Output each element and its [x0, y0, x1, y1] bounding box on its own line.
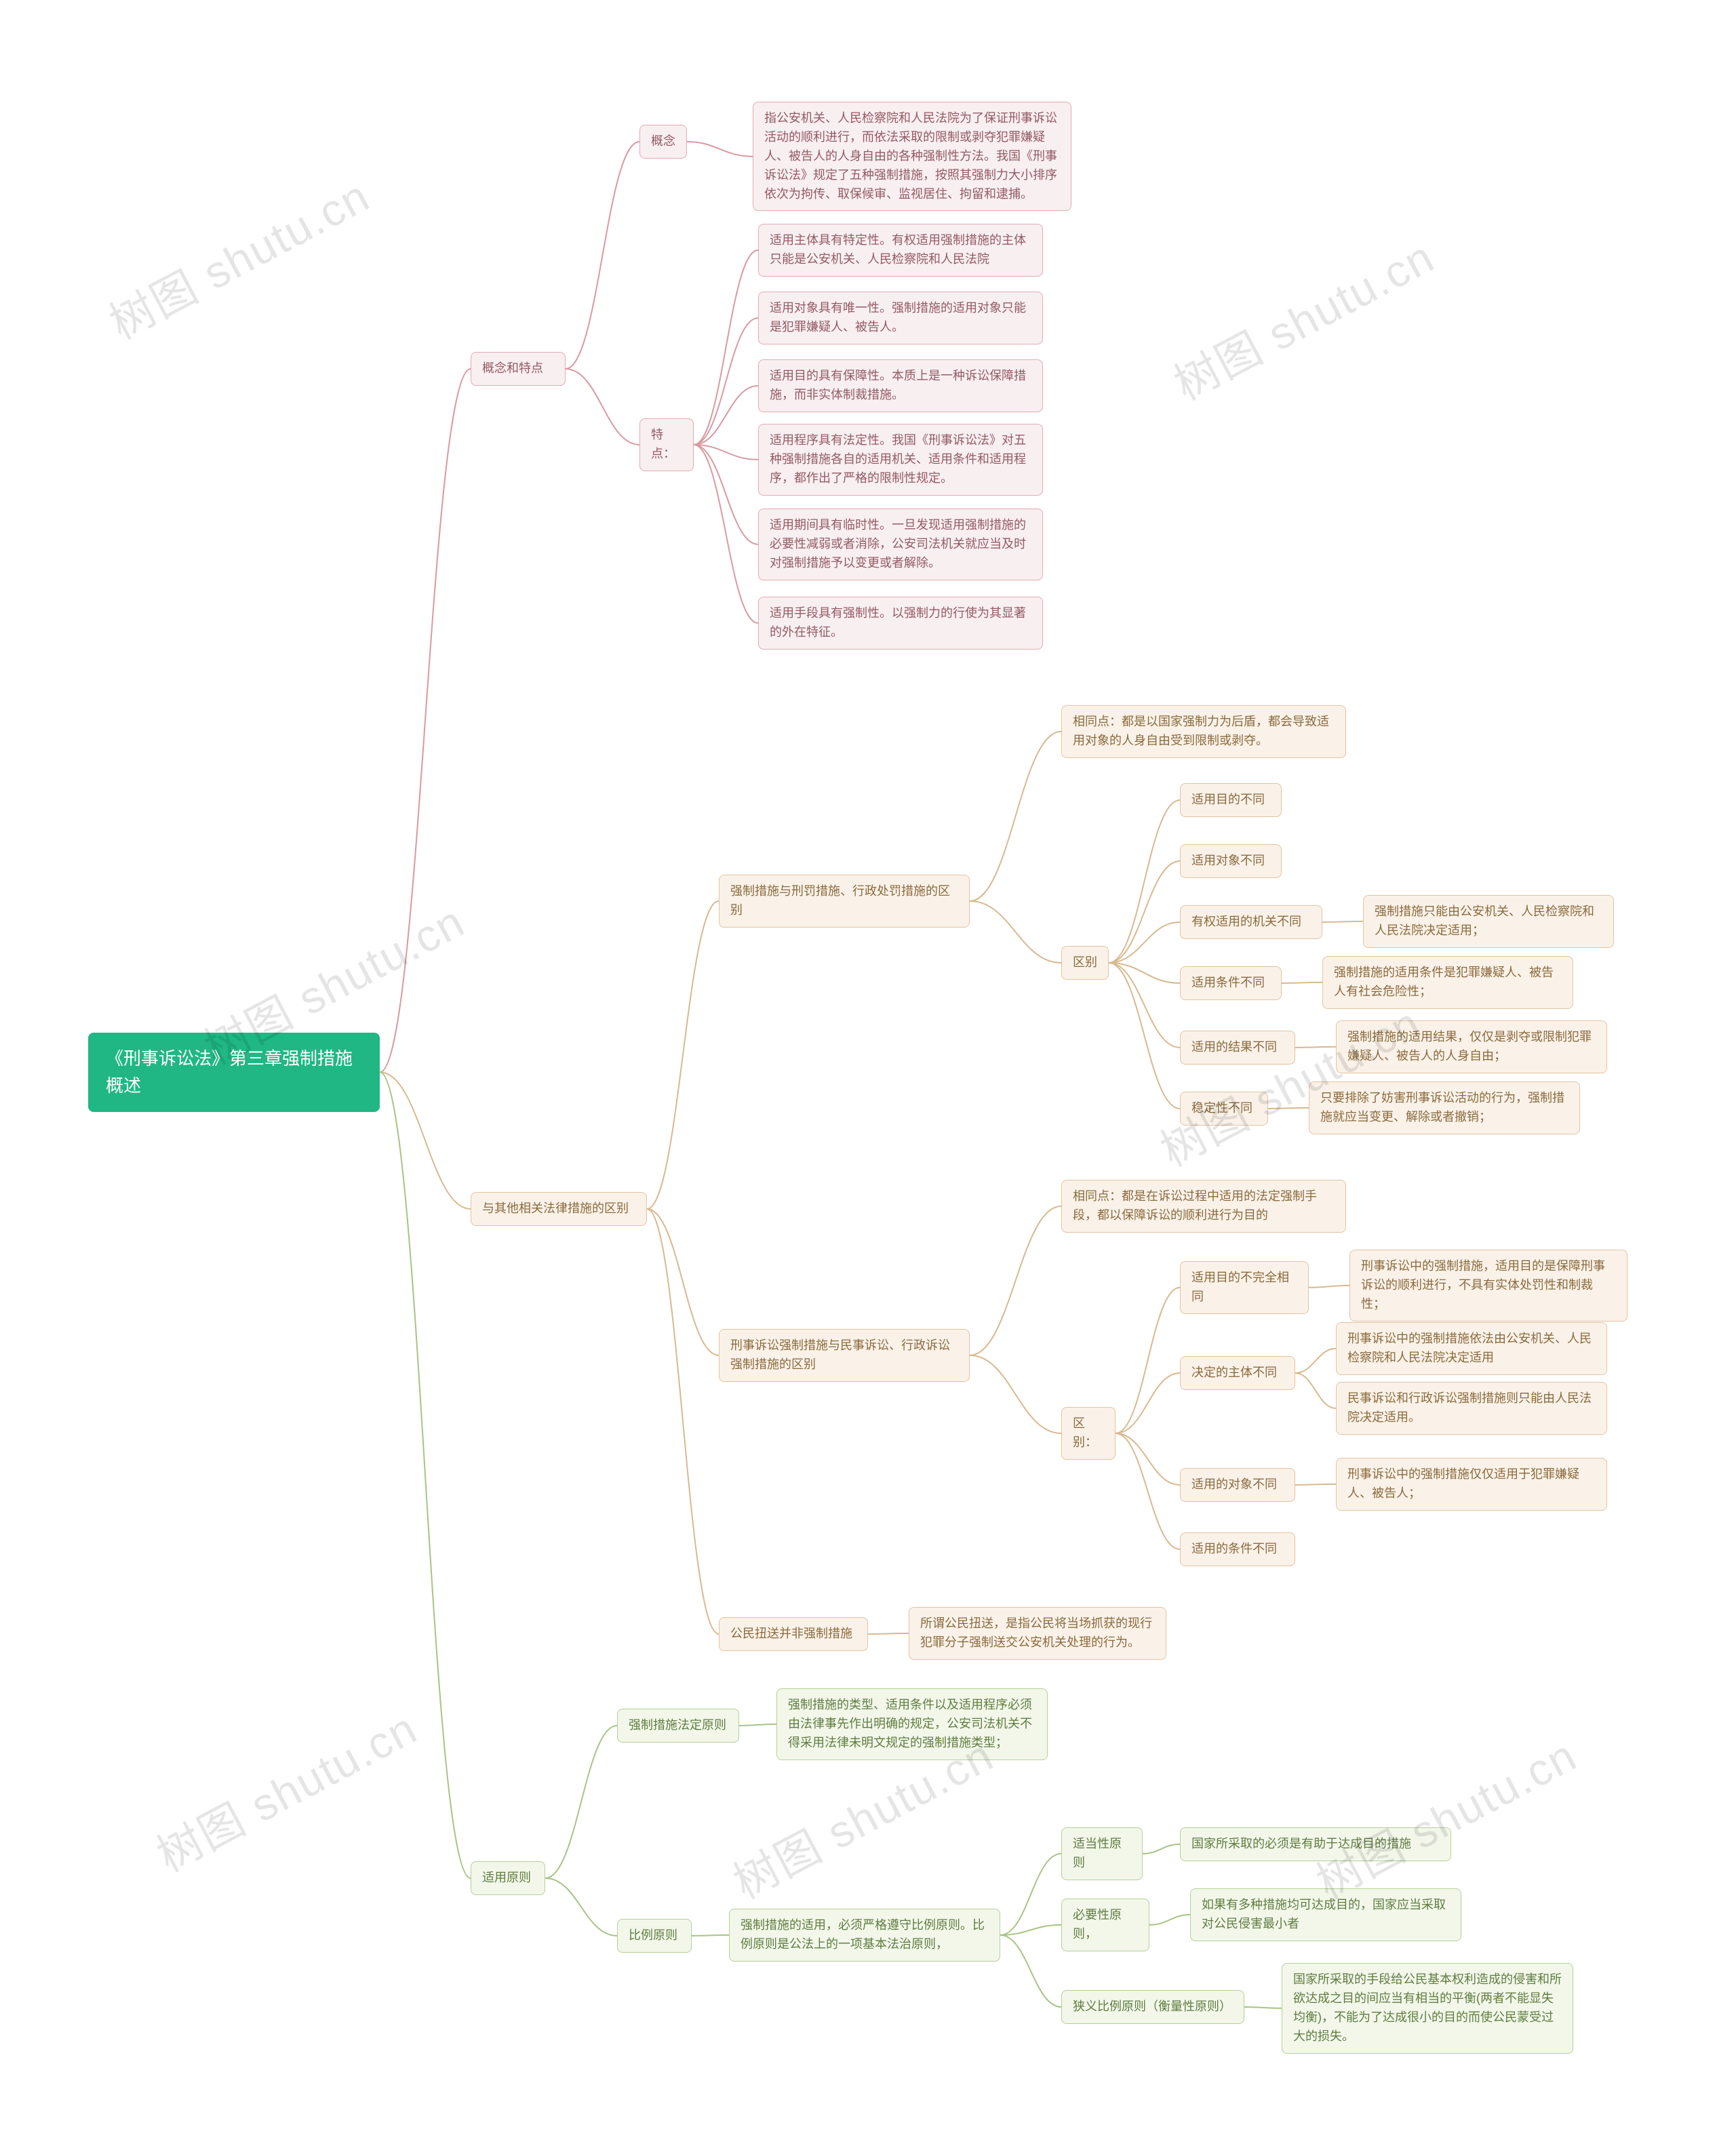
mindmap-edge: [1000, 1854, 1061, 1935]
mindmap-node: 《刑事诉讼法》第三章强制措施概述: [88, 1033, 380, 1112]
mindmap-edge: [545, 1726, 617, 1878]
mindmap-node: 所谓公民扭送，是指公民将当场抓获的现行犯罪分子强制送交公安机关处理的行为。: [909, 1607, 1166, 1660]
mindmap-node: 必要性原则，: [1061, 1899, 1149, 1951]
mindmap-edge: [1268, 1108, 1309, 1109]
mindmap-edge: [1116, 1288, 1180, 1433]
mindmap-edge: [1000, 1935, 1061, 2007]
mindmap-node: 强制措施的适用条件是犯罪嫌疑人、被告人有社会危险性；: [1322, 956, 1573, 1009]
mindmap-edge: [1295, 1349, 1336, 1373]
mindmap-node: 区别：: [1061, 1407, 1116, 1460]
mindmap-node: 强制措施法定原则: [617, 1709, 739, 1743]
mindmap-node: 相同点：都是以国家强制力为后盾，都会导致适用对象的人身自由受到限制或剥夺。: [1061, 705, 1346, 758]
mindmap-node: 狭义比例原则（衡量性原则）: [1061, 1990, 1244, 2024]
mindmap-node: 有权适用的机关不同: [1180, 905, 1322, 939]
mindmap-node: 强制措施与刑罚措施、行政处罚措施的区别: [719, 875, 970, 928]
mindmap-node: 适用条件不同: [1180, 966, 1282, 1000]
mindmap-edge: [970, 732, 1061, 901]
mindmap-node: 适用的结果不同: [1180, 1031, 1295, 1065]
mindmap-node: 适当性原则: [1061, 1827, 1143, 1880]
mindmap-node: 国家所采取的必须是有助于达成目的措施: [1180, 1827, 1451, 1861]
mindmap-edge: [692, 1935, 729, 1936]
mindmap-node: 适用原则: [471, 1861, 545, 1895]
mindmap-node: 区别: [1061, 946, 1109, 980]
mindmap-node: 适用期间具有临时性。一旦发现适用强制措施的必要性减弱或者消除，公安司法机关就应当…: [758, 509, 1043, 580]
mindmap-edge: [1000, 1925, 1061, 1935]
mindmap-edge: [380, 1072, 471, 1878]
mindmap-node: 刑事诉讼强制措施与民事诉讼、行政诉讼强制措施的区别: [719, 1329, 970, 1382]
mindmap-node: 适用目的不完全相同: [1180, 1261, 1309, 1314]
mindmap-node: 特点：: [639, 418, 694, 471]
mindmap-edge: [1143, 1844, 1180, 1854]
mindmap-edge: [1109, 963, 1180, 1109]
mindmap-edge: [1109, 861, 1180, 963]
mindmap-node: 相同点：都是在诉讼过程中适用的法定强制手段，都以保障诉讼的顺利进行为目的: [1061, 1180, 1346, 1233]
mindmap-node: 适用程序具有法定性。我国《刑事诉讼法》对五种强制措施各自的适用机关、适用条件和适…: [758, 424, 1043, 496]
mindmap-edge: [566, 369, 639, 445]
mindmap-canvas: 《刑事诉讼法》第三章强制措施概述 概念和特点 概念 指公安机关、人民检察院和人民法院为…: [0, 0, 1736, 2146]
mindmap-edge: [970, 901, 1061, 963]
mindmap-edge: [647, 1209, 719, 1634]
mindmap-edge: [970, 1355, 1061, 1433]
mindmap-node: 民事诉讼和行政诉讼强制措施则只能由人民法院决定适用。: [1336, 1382, 1607, 1435]
mindmap-edge: [1322, 921, 1363, 922]
mindmap-node: 指公安机关、人民检察院和人民法院为了保证刑事诉讼活动的顺利进行，而依法采取的限制…: [753, 102, 1071, 211]
mindmap-edge: [1116, 1433, 1180, 1485]
mindmap-node: 适用的条件不同: [1180, 1532, 1295, 1566]
mindmap-edge: [380, 369, 471, 1072]
mindmap-edge: [566, 142, 639, 369]
mindmap-edge: [647, 1209, 719, 1355]
mindmap-node: 强制措施的适用，必须严格遵守比例原则。比例原则是公法上的一项基本法治原则，: [729, 1909, 1000, 1962]
mindmap-node: 概念: [639, 125, 687, 159]
mindmap-node: 强制措施只能由公安机关、人民检察院和人民法院决定适用；: [1363, 895, 1614, 948]
mindmap-node: 稳定性不同: [1180, 1092, 1268, 1126]
mindmap-edge: [1309, 1286, 1349, 1288]
mindmap-edge: [1295, 1047, 1336, 1048]
mindmap-node: 决定的主体不同: [1180, 1356, 1295, 1390]
mindmap-node: 公民扭送并非强制措施: [719, 1617, 868, 1651]
mindmap-edge: [1295, 1484, 1336, 1485]
mindmap-edge: [868, 1633, 909, 1634]
mindmap-node: 比例原则: [617, 1919, 692, 1953]
mindmap-edge: [545, 1878, 617, 1936]
mindmap-node: 适用对象具有唯一性。强制措施的适用对象只能是犯罪嫌疑人、被告人。: [758, 292, 1043, 344]
mindmap-node: 国家所采取的手段给公民基本权利造成的侵害和所欲达成之目的间应当有相当的平衡(两者…: [1282, 1963, 1573, 2054]
mindmap-node: 适用目的具有保障性。本质上是一种诉讼保障措施，而非实体制裁措施。: [758, 359, 1043, 412]
mindmap-node: 与其他相关法律措施的区别: [471, 1192, 647, 1226]
mindmap-edge: [694, 318, 758, 445]
mindmap-edge: [1116, 1433, 1180, 1549]
mindmap-edge: [1244, 2007, 1282, 2008]
mindmap-node: 适用目的不同: [1180, 783, 1282, 817]
mindmap-node: 适用主体具有特定性。有权适用强制措施的主体只能是公安机关、人民检察院和人民法院: [758, 224, 1043, 277]
mindmap-edge: [1282, 982, 1322, 983]
mindmap-edge: [694, 445, 758, 623]
mindmap-node: 如果有多种措施均可达成目的，国家应当采取对公民侵害最小者: [1190, 1888, 1461, 1941]
mindmap-node: 概念和特点: [471, 352, 566, 386]
mindmap-edge: [1116, 1373, 1180, 1433]
mindmap-node: 刑事诉讼中的强制措施依法由公安机关、人民检察院和人民法院决定适用: [1336, 1322, 1607, 1375]
mindmap-node: 适用手段具有强制性。以强制力的行使为其显著的外在特征。: [758, 597, 1043, 650]
mindmap-node: 只要排除了妨害刑事诉讼活动的行为，强制措施就应当变更、解除或者撤销；: [1309, 1081, 1580, 1134]
mindmap-edge: [647, 901, 719, 1209]
mindmap-edge: [970, 1206, 1061, 1355]
mindmap-edge: [1149, 1915, 1190, 1925]
mindmap-edge: [687, 142, 753, 157]
mindmap-edge: [380, 1072, 471, 1209]
mindmap-node: 适用的对象不同: [1180, 1468, 1295, 1502]
mindmap-node: 适用对象不同: [1180, 844, 1282, 878]
mindmap-node: 刑事诉讼中的强制措施仅仅适用于犯罪嫌疑人、被告人；: [1336, 1458, 1607, 1511]
mindmap-edge: [1295, 1373, 1336, 1408]
mindmap-edge: [739, 1724, 776, 1726]
mindmap-node: 刑事诉讼中的强制措施，适用目的是保障刑事诉讼的顺利进行，不具有实体处罚性和制裁性…: [1349, 1250, 1628, 1322]
mindmap-node: 强制措施的适用结果，仅仅是剥夺或限制犯罪嫌疑人、被告人的人身自由；: [1336, 1020, 1607, 1073]
mindmap-edge: [1109, 800, 1180, 963]
mindmap-node: 强制措施的类型、适用条件以及适用程序必须由法律事先作出明确的规定，公安司法机关不…: [776, 1688, 1048, 1760]
